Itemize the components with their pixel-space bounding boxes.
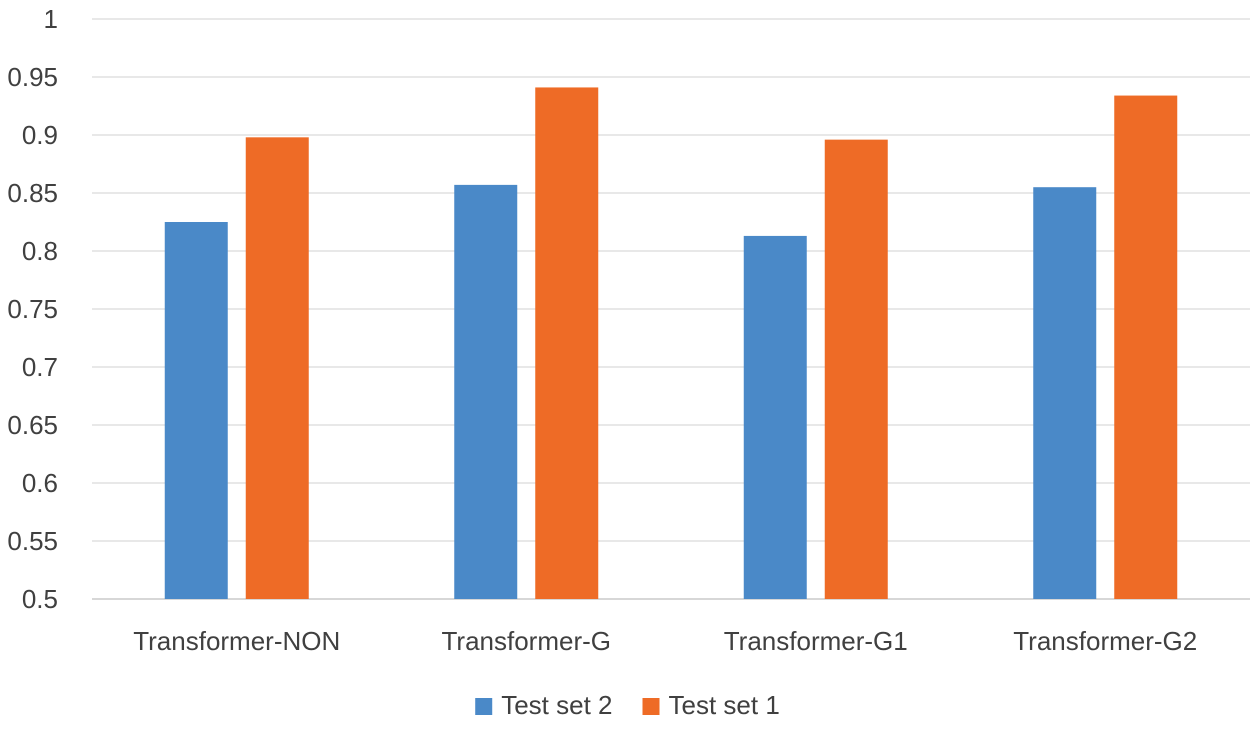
y-tick-label: 0.95	[7, 62, 58, 92]
bar-test-set-1-transformer-g2	[1114, 95, 1178, 599]
y-tick-label: 0.6	[22, 468, 58, 498]
legend: Test set 2 Test set 1	[475, 690, 780, 720]
x-category-label: Transformer-G1	[724, 626, 908, 656]
bar-test-set-1-transformer-g1	[824, 139, 888, 599]
y-tick-label: 0.55	[7, 526, 58, 556]
y-axis-tick-labels: 0.5 0.55 0.6 0.65 0.7 0.75 0.8 0.85 0.9 0.95 1	[7, 4, 58, 614]
y-tick-label: 0.65	[7, 410, 58, 440]
legend-swatch	[475, 698, 493, 715]
bars	[164, 87, 1178, 600]
x-category-label: Transformer-G	[442, 626, 612, 656]
bar-test-set-2-transformer-g2	[1033, 187, 1097, 599]
x-axis-category-labels: Transformer-NON Transformer-G Transformer-…	[133, 626, 1197, 656]
legend-label: Test set 2	[501, 690, 612, 720]
y-tick-label: 0.5	[22, 584, 58, 614]
bar-test-set-2-transformer-g1	[743, 235, 807, 600]
x-category-label: Transformer-G2	[1013, 626, 1197, 656]
bar-test-set-2-transformer-non	[164, 222, 228, 599]
legend-label: Test set 1	[669, 690, 780, 720]
y-tick-label: 0.75	[7, 294, 58, 324]
bar-test-set-1-transformer-non	[245, 137, 309, 599]
y-tick-label: 0.9	[22, 120, 58, 150]
bar-test-set-2-transformer-g	[454, 184, 518, 599]
bar-test-set-1-transformer-g	[535, 87, 599, 599]
y-tick-label: 0.85	[7, 178, 58, 208]
y-tick-label: 1	[44, 4, 58, 34]
y-tick-label: 0.8	[22, 236, 58, 266]
y-tick-label: 0.7	[22, 352, 58, 382]
legend-swatch	[642, 698, 660, 715]
x-category-label: Transformer-NON	[133, 626, 340, 656]
